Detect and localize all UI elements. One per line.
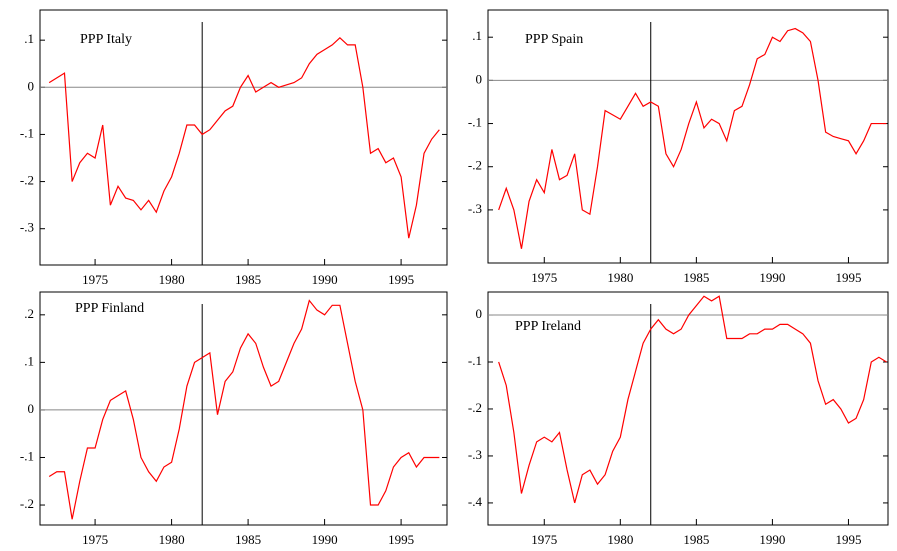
panel: -.3 -.2 -.1 0 .1 1975 1980 1985 1990 1995 PPP Ital… — [20, 9, 448, 287]
x-tick-label: 1975 — [531, 532, 557, 547]
y-tick-label: 0 — [28, 78, 35, 93]
series-line — [48, 299, 440, 520]
y-tick-label: .1 — [24, 353, 34, 368]
x-tick-label: 1995 — [388, 532, 414, 547]
x-tick-label: 1980 — [607, 270, 633, 285]
y-tick-label: .1 — [24, 31, 34, 46]
x-tick-label: 1985 — [235, 532, 261, 547]
panel: -.4 -.3 -.2 -.1 0 1975 1980 1985 1990 1995 PPP Ire… — [468, 291, 889, 547]
x-tick-label: 1980 — [159, 532, 185, 547]
x-tick-label: 1990 — [759, 270, 785, 285]
panel: -.3 -.2 -.1 0 .1 1975 1980 1985 1990 1995 PPP Spai… — [468, 9, 889, 285]
panel-title: PPP Italy — [80, 32, 132, 47]
y-tick-label: -.2 — [468, 400, 482, 415]
panel: -.2 -.1 0 .1 .2 1975 1980 1985 1990 1995 PPP Finla… — [20, 291, 448, 547]
plot-frame — [39, 291, 448, 526]
panel-title: PPP Ireland — [515, 319, 581, 334]
series-line — [48, 36, 440, 239]
y-tick-label: -.3 — [468, 201, 482, 216]
x-tick-label: 1995 — [835, 270, 861, 285]
plot-frame — [39, 9, 448, 266]
y-tick-label: 0 — [28, 401, 35, 416]
x-tick-label: 1975 — [82, 532, 108, 547]
y-tick-label: -.3 — [468, 447, 482, 462]
series-line — [498, 295, 887, 504]
x-tick-label: 1990 — [312, 532, 338, 547]
x-tick-label: 1980 — [607, 532, 633, 547]
y-tick-label: -.1 — [468, 115, 482, 130]
y-tick-label: -.3 — [20, 220, 34, 235]
x-tick-label: 1990 — [759, 532, 785, 547]
y-tick-label: -.1 — [20, 125, 34, 140]
x-tick-label: 1985 — [683, 532, 709, 547]
y-tick-label: -.1 — [468, 353, 482, 368]
y-tick-label: -.1 — [20, 448, 34, 463]
y-tick-label: 0 — [476, 71, 483, 86]
y-tick-label: -.2 — [20, 173, 34, 188]
x-tick-label: 1995 — [835, 532, 861, 547]
x-tick-label: 1995 — [388, 272, 414, 287]
y-tick-label: -.2 — [468, 158, 482, 173]
x-tick-label: 1975 — [531, 270, 557, 285]
x-tick-label: 1985 — [683, 270, 709, 285]
x-tick-label: 1975 — [82, 272, 108, 287]
x-tick-label: 1990 — [312, 272, 338, 287]
y-tick-label: .1 — [472, 28, 482, 43]
series-line — [498, 27, 887, 249]
plot-frame — [487, 9, 889, 264]
panel-title: PPP Spain — [525, 32, 583, 47]
y-tick-label: 0 — [476, 306, 483, 321]
x-tick-label: 1985 — [235, 272, 261, 287]
panel-title: PPP Finland — [75, 301, 144, 316]
y-tick-label: .2 — [24, 306, 34, 321]
y-tick-label: -.2 — [20, 496, 34, 511]
x-tick-label: 1980 — [159, 272, 185, 287]
y-tick-label: -.4 — [468, 494, 483, 509]
